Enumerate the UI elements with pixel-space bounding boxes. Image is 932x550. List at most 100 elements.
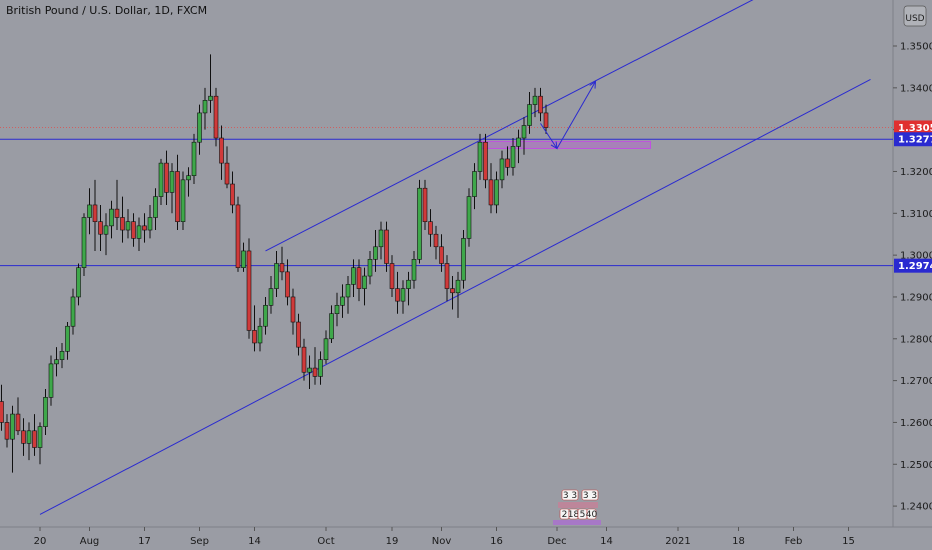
candle-31 (169, 163, 175, 214)
candle-53 (290, 288, 296, 335)
candle-body-9 (48, 363, 54, 398)
candle-body-67 (367, 259, 373, 277)
currency-button-label: USD (905, 14, 924, 24)
price-tag-bg-1 (894, 132, 932, 147)
candle-88 (483, 133, 488, 189)
candle-45 (246, 238, 252, 339)
candle-body-56 (307, 367, 312, 373)
candle-33 (180, 171, 186, 231)
price-tag-label-2: 1.29748 (898, 261, 932, 272)
toolbar-badge-top-label-1: 3 3 (583, 491, 597, 501)
x-tick-label-7: Nov (432, 536, 452, 547)
candle-body-51 (279, 263, 285, 273)
candle-body-75 (411, 259, 417, 281)
candle-body-40 (219, 137, 224, 164)
candle-59 (323, 330, 329, 364)
candle-57 (312, 347, 318, 385)
candle-body-48 (263, 305, 268, 327)
candle-79 (433, 225, 439, 260)
candle-66 (362, 267, 367, 306)
candle-86 (472, 163, 477, 210)
candle-body-19 (103, 225, 109, 235)
candle-23 (125, 209, 131, 239)
candle-body-99 (543, 112, 549, 128)
candle-body-41 (224, 162, 230, 185)
bottom-toolbar: 3 3 3 3 2 18 5 40 (553, 489, 601, 525)
candle-body-91 (499, 158, 505, 181)
candle-body-62 (340, 296, 345, 306)
candle-22 (120, 196, 125, 243)
price-tag-2: 1.29748 (894, 258, 932, 273)
trend-line-0[interactable] (39, 79, 871, 515)
toolbar-badge-top-bg-0 (561, 489, 579, 501)
candle-body-29 (158, 162, 164, 197)
candle-body-61 (334, 305, 340, 314)
candle-97 (532, 87, 538, 118)
price-tag-label-0: 1.33052 (898, 123, 932, 134)
candle-body-31 (169, 171, 175, 193)
y-tick-label-5: 1.29000 (900, 292, 932, 303)
candle-18 (98, 204, 103, 251)
candle-body-59 (323, 338, 329, 360)
candle-2 (10, 405, 15, 473)
projection-arrow-1[interactable] (556, 81, 596, 149)
toolbar-badge-top-0[interactable]: 3 3 (561, 489, 579, 501)
candle-body-84 (461, 238, 466, 281)
candle-body-32 (175, 171, 180, 222)
y-tick-label-2: 1.26000 (900, 418, 932, 429)
candle-body-7 (37, 426, 43, 448)
currency-button[interactable]: USD (903, 5, 927, 27)
toolbar-badge-bottom-bg-3 (586, 508, 597, 520)
candle-body-12 (65, 325, 70, 352)
candle-60 (329, 305, 334, 343)
x-tick-label-2: 17 (138, 536, 151, 547)
supply-demand-zone[interactable] (479, 140, 651, 149)
candle-19 (103, 213, 109, 256)
price-tag-label-1: 1.32771 (898, 135, 932, 146)
candle-98 (538, 87, 543, 122)
candle-12 (65, 322, 70, 360)
candle-body-15 (81, 217, 87, 268)
candle-91 (499, 150, 505, 189)
candle-body-30 (164, 162, 169, 193)
candle-80 (439, 234, 444, 272)
x-tick-label-6: 19 (386, 536, 399, 547)
candle-24 (131, 213, 136, 247)
candle-body-87 (477, 141, 483, 172)
candle-36 (197, 104, 202, 155)
candle-body-50 (274, 263, 279, 289)
candle-body-77 (422, 187, 428, 222)
candle-75 (411, 250, 417, 289)
projection-arrow-0[interactable] (540, 123, 558, 149)
candle-68 (373, 230, 378, 272)
x-tick-label-9: Dec (547, 536, 566, 547)
candle-52 (285, 259, 290, 306)
candle-0 (0, 384, 4, 431)
candle-10 (54, 347, 59, 377)
candle-body-26 (142, 225, 147, 231)
candle-body-39 (213, 95, 219, 139)
zone-layer (479, 140, 651, 149)
candle-body-21 (114, 208, 120, 218)
candle-99 (543, 104, 549, 134)
toolbar-badge-top-bg-1 (581, 489, 599, 501)
toolbar-badge-top-1[interactable]: 3 3 (581, 489, 599, 501)
x-tick-label-0: 20 (34, 536, 47, 547)
candle-41 (224, 146, 230, 189)
candle-body-52 (285, 271, 290, 298)
candle-body-5 (26, 430, 32, 444)
toolbar-badge-bottom-3[interactable]: 40 (586, 508, 598, 520)
candle-body-42 (230, 183, 235, 206)
candle-42 (230, 171, 235, 214)
candle-69 (378, 221, 384, 260)
candle-body-98 (538, 95, 543, 114)
candle-89 (488, 163, 494, 214)
y-tick-label-4: 1.28000 (900, 334, 932, 345)
candle-body-96 (527, 104, 532, 126)
candle-40 (219, 125, 224, 180)
candle-body-23 (125, 221, 131, 231)
candle-body-81 (444, 263, 450, 289)
trend-line-1[interactable] (265, 0, 761, 252)
